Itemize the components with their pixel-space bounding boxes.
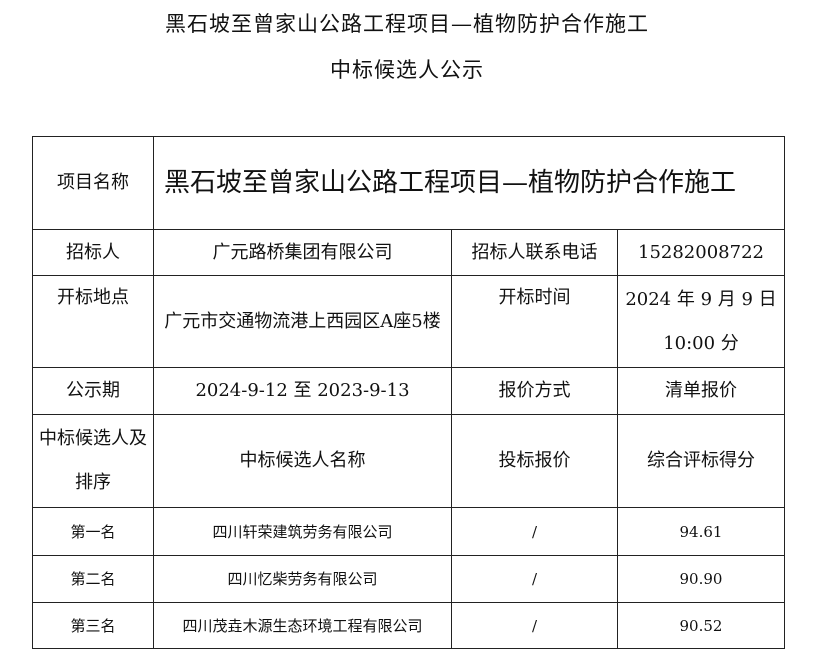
candidate-name: 四川茂垚木源生态环境工程有限公司: [153, 602, 452, 649]
candidate-bid-price: /: [451, 602, 618, 649]
bid-price-header: 投标报价: [451, 414, 618, 508]
page-title: 黑石坡至曾家山公路工程项目—植物防护合作施工: [165, 12, 649, 36]
name-header: 中标候选人名称: [153, 414, 452, 508]
opening-place-label: 开标地点: [32, 275, 154, 368]
publicity-period: 2024-9-12 至 2023-9-13: [153, 367, 452, 415]
publicity-period-label: 公示期: [32, 367, 154, 415]
quote-method: 清单报价: [617, 367, 785, 415]
opening-time: 2024 年 9 月 9 日 10:00 分: [617, 275, 785, 368]
tenderer-label: 招标人: [32, 229, 154, 276]
tenderer-phone-label: 招标人联系电话: [451, 229, 618, 276]
candidate-bid-price: /: [451, 507, 618, 556]
score-header: 综合评标得分: [617, 414, 785, 508]
table-row: 开标地点 广元市交通物流港上西园区A座5楼 开标时间 2024 年 9 月 9 …: [32, 275, 785, 368]
tenderer: 广元路桥集团有限公司: [153, 229, 452, 276]
candidate-rank: 第二名: [32, 555, 154, 603]
tenderer-phone: 15282008722: [617, 229, 785, 276]
table-row: 第一名 四川轩荣建筑劳务有限公司 / 94.61: [32, 507, 785, 556]
opening-time-label: 开标时间: [451, 275, 618, 368]
candidate-score: 94.61: [617, 507, 785, 556]
table-row: 招标人 广元路桥集团有限公司 招标人联系电话 15282008722: [32, 229, 785, 276]
quote-method-label: 报价方式: [451, 367, 618, 415]
candidate-rank: 第三名: [32, 602, 154, 649]
candidate-name: 四川轩荣建筑劳务有限公司: [153, 507, 452, 556]
table-row: 公示期 2024-9-12 至 2023-9-13 报价方式 清单报价: [32, 367, 785, 415]
table-row: 项目名称 黑石坡至曾家山公路工程项目—植物防护合作施工: [32, 136, 785, 230]
project-name-label: 项目名称: [32, 136, 154, 230]
candidate-name: 四川忆柴劳务有限公司: [153, 555, 452, 603]
candidate-bid-price: /: [451, 555, 618, 603]
project-name: 黑石坡至曾家山公路工程项目—植物防护合作施工: [153, 136, 785, 230]
candidate-score: 90.90: [617, 555, 785, 603]
candidate-rank: 第一名: [32, 507, 154, 556]
table-header-row: 中标候选人及排序 中标候选人名称 投标报价 综合评标得分: [32, 414, 785, 508]
rank-header: 中标候选人及排序: [32, 414, 154, 508]
table-row: 第三名 四川茂垚木源生态环境工程有限公司 / 90.52: [32, 602, 785, 649]
page-subtitle: 中标候选人公示: [330, 58, 484, 82]
table-row: 第二名 四川忆柴劳务有限公司 / 90.90: [32, 555, 785, 603]
candidate-score: 90.52: [617, 602, 785, 649]
bid-candidates-table: 项目名称 黑石坡至曾家山公路工程项目—植物防护合作施工 招标人 广元路桥集团有限…: [32, 136, 785, 649]
opening-place: 广元市交通物流港上西园区A座5楼: [153, 275, 452, 368]
